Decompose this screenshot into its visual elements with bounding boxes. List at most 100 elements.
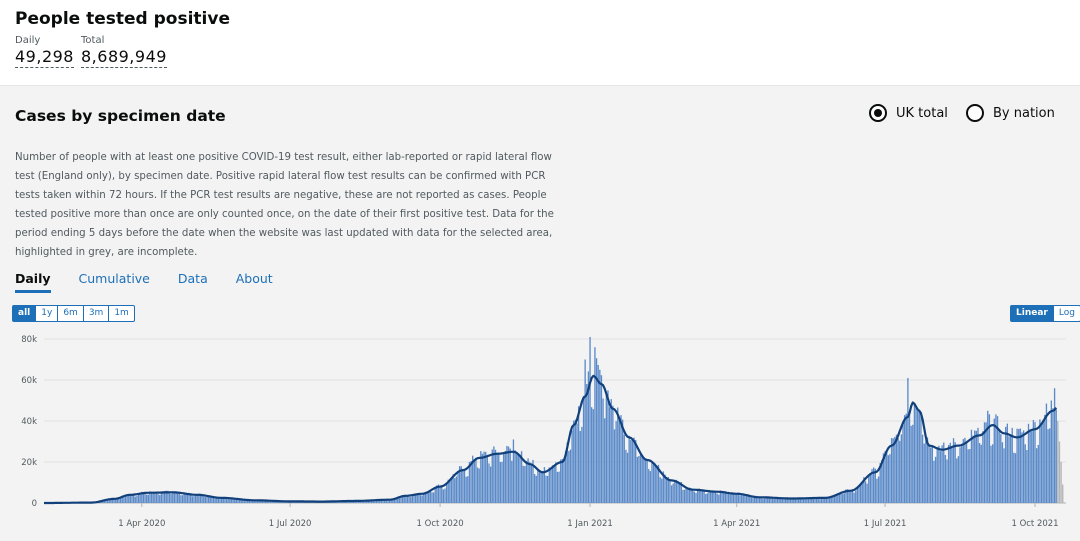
radio-uk-total[interactable]: UK total [869,104,948,122]
bar [825,496,828,503]
bar [731,492,733,503]
range-6m-button[interactable]: 6m [58,305,84,322]
bar [457,470,459,503]
bar [476,467,479,503]
bar [582,395,585,503]
bar [118,497,120,503]
bar [247,499,249,503]
bar [913,403,916,503]
bar-incomplete [1058,441,1061,503]
bar [232,498,234,503]
bar [656,466,658,503]
bar [692,489,694,503]
range-1m-button[interactable]: 1m [109,305,135,322]
total-value[interactable]: 8,689,949 [81,47,167,68]
tab-data[interactable]: Data [177,271,208,286]
bar [1000,434,1002,503]
bar [765,497,767,503]
radio-by-nation[interactable]: By nation [966,104,1055,122]
scale-log-button[interactable]: Log [1053,305,1080,322]
bar [190,494,192,503]
bar [110,498,112,503]
bar [537,469,539,503]
bar [807,498,810,503]
bar [548,467,550,503]
bar [514,450,516,503]
bar [524,466,526,503]
bar [183,492,185,503]
bar [261,500,264,503]
bar [886,450,888,503]
bar [154,492,156,503]
bar [679,482,681,503]
bar [175,492,177,503]
bar [726,493,728,503]
tab-about[interactable]: About [235,271,273,286]
bar [341,501,343,503]
cases-chart: 0 20k 40k 60k 80k 1 Apr 2020 1 Jul 2020 1 Oct 2… [21,335,1066,529]
bar [693,491,696,503]
bar [400,496,402,503]
bar [961,446,963,503]
bar [780,497,782,503]
bar [597,364,599,503]
radio-uk-total-label: UK total [896,105,948,121]
scale-linear-button[interactable]: Linear [1010,305,1054,322]
bar [931,446,934,503]
bar [203,496,205,503]
bar [188,492,190,503]
range-1y-button[interactable]: 1y [36,305,59,322]
bar [242,499,244,503]
bar [786,499,788,503]
bar [250,500,252,503]
bar [887,455,890,503]
bar [542,471,544,503]
bar [251,499,254,503]
bar [599,369,601,503]
bar [563,460,565,503]
bar [385,500,387,503]
tab-daily[interactable]: Daily [15,271,51,293]
bar [900,434,903,503]
bar [822,497,824,503]
daily-value[interactable]: 49,298 [15,47,74,68]
bar [934,456,937,503]
bar [828,496,831,503]
bar [594,347,596,503]
bar [714,491,717,503]
bar [472,455,474,503]
bar [620,415,622,503]
range-all-button[interactable]: all [12,305,37,322]
bar [602,398,604,503]
bar [698,488,700,503]
bar [941,445,943,503]
bar [970,429,973,503]
bar [610,399,612,503]
bar [677,481,679,503]
bar [181,495,184,503]
tab-cumulative[interactable]: Cumulative [78,271,150,286]
bar [801,497,803,503]
bar [382,499,384,503]
bar [256,500,259,503]
bar [745,494,748,503]
bar [902,424,904,503]
bar [390,499,392,503]
bar [978,443,981,503]
bar [696,489,699,503]
bar [468,461,471,503]
bar [993,418,995,503]
bar [956,458,958,503]
bar [447,479,449,503]
bar [380,499,383,503]
x-tick-label: 1 Oct 2020 [417,519,464,529]
bar [509,448,511,503]
x-tick-label: 1 Jan 2021 [567,519,613,529]
bar [546,475,549,503]
bar [470,460,472,503]
bar [413,494,415,503]
bar [869,473,872,503]
bar [214,498,216,503]
range-3m-button[interactable]: 3m [83,305,110,322]
bar [1022,430,1025,503]
